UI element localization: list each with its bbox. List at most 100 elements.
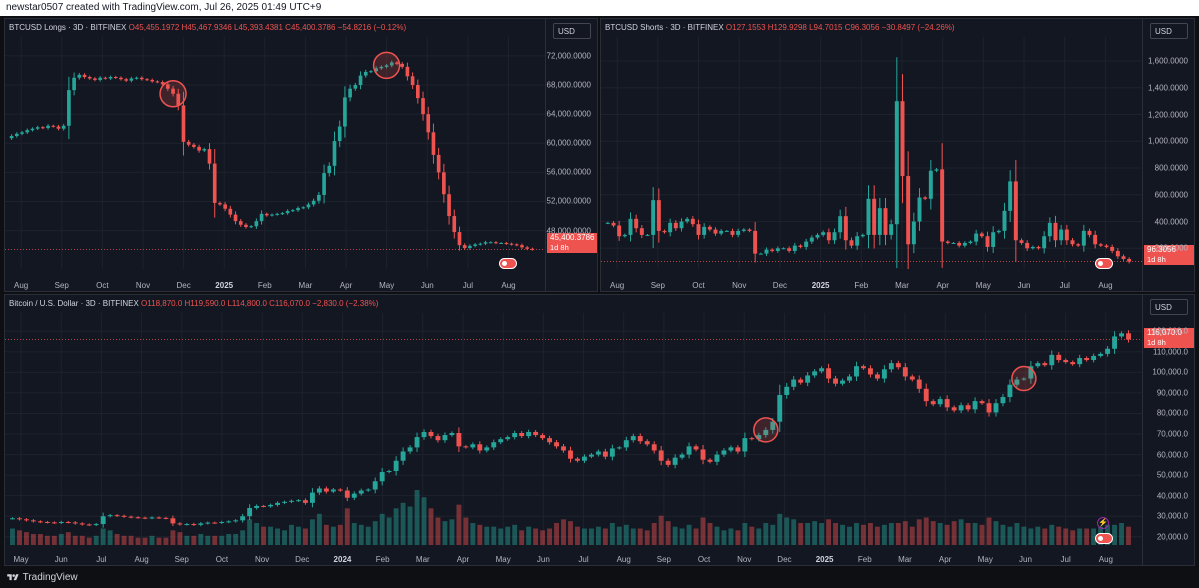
candle-body [72, 522, 78, 524]
candle-body [457, 232, 462, 246]
candle-body [944, 399, 950, 408]
volume-bar [665, 521, 671, 545]
candle-body [306, 204, 311, 208]
candle-body [991, 232, 996, 247]
volume-bar [554, 523, 559, 545]
candle-body [798, 379, 804, 383]
x-tick-label: Sep [656, 555, 672, 564]
x-tick-label: Dec [176, 281, 191, 290]
candle-body [1053, 222, 1058, 241]
y-tick-label: 64,000.0000 [546, 109, 592, 119]
tradingview-logo-icon [7, 574, 19, 580]
volume-bar [847, 526, 852, 545]
x-tick-label: Dec [772, 281, 788, 290]
volume-bar [672, 526, 678, 545]
shorts-chart-canvas[interactable] [601, 19, 1142, 293]
candle-body [452, 216, 457, 233]
candle-body [468, 245, 472, 249]
us-flag-icon[interactable] [1095, 533, 1113, 544]
longs-chart-pane[interactable]: BTCUSD Longs · 3D · BITFINEX O45,455.197… [4, 18, 598, 292]
candle-body [218, 202, 222, 205]
candle-body [658, 450, 664, 461]
candle-body [1110, 246, 1115, 251]
candle-body [259, 213, 264, 222]
candle-body [135, 517, 141, 519]
x-tick-label: Sep [650, 281, 665, 290]
y-tick-label: 120,000.0 [1152, 326, 1188, 336]
btc-chart-canvas[interactable] [5, 295, 1142, 567]
candle-body [928, 170, 933, 199]
longs-currency-button[interactable]: USD [553, 23, 591, 39]
y-tick-label: 60,000.0 [1156, 450, 1188, 460]
highlight-circle [159, 80, 187, 108]
btc-price-axis[interactable]: USD 116,070.0 1d 8h 120,000.0 110,000.0 10… [1142, 295, 1194, 565]
candle-body [1008, 181, 1013, 211]
x-tick-label: 2025 [215, 281, 234, 290]
candle-body [186, 141, 191, 145]
x-tick-label: Aug [1098, 281, 1113, 290]
volume-bar [728, 528, 734, 545]
us-flag-icon[interactable] [499, 258, 517, 269]
x-tick-label: Mar [415, 555, 430, 564]
volume-bar [547, 528, 553, 545]
credit-text: newstar0507 created with TradingView.com… [6, 2, 322, 13]
volume-bar [735, 530, 741, 545]
candle-body [30, 520, 36, 522]
candle-body [894, 101, 899, 225]
y-tick-label: 40,000.0 [1156, 491, 1188, 501]
shorts-currency-button[interactable]: USD [1150, 23, 1188, 39]
shorts-chart-pane[interactable]: BTCUSD Shorts · 3D · BITFINEX O127.1553 … [600, 18, 1195, 292]
bolt-event-icon[interactable]: ⚡ [1097, 517, 1109, 529]
shorts-ohlc: O127.1553 H129.9298 L94.7015 C96.3056 −3… [725, 23, 955, 32]
x-tick-label: Oct [96, 281, 109, 290]
highlight-circle [753, 417, 779, 443]
candle-body [906, 176, 911, 245]
candle-body [874, 374, 880, 379]
volume-bar [142, 537, 148, 545]
volume-bar [895, 523, 901, 545]
candle-body [996, 230, 1001, 233]
candle-body [316, 488, 322, 493]
candle-body [192, 144, 196, 147]
y-tick-label: 800.0000 [1154, 163, 1188, 173]
x-tick-label: May [495, 555, 511, 564]
candle-body [1112, 336, 1118, 349]
shorts-legend: BTCUSD Shorts · 3D · BITFINEX O127.1553 … [605, 23, 955, 32]
candle-body [61, 125, 66, 129]
btc-chart-pane[interactable]: Bitcoin / U.S. Dollar · 3D · BITFINEX O1… [4, 294, 1195, 566]
candle-body [826, 368, 832, 379]
shorts-price-axis[interactable]: USD 96.3056 1d 8h 1,600.0000 1,400.0000 1,… [1142, 19, 1194, 291]
candle-body [46, 125, 50, 128]
candle-body [191, 524, 197, 526]
btc-currency-button[interactable]: USD [1150, 299, 1188, 315]
candle-body [41, 127, 45, 129]
volume-bar [812, 521, 818, 545]
candle-body [254, 505, 260, 509]
candle-body [386, 471, 392, 473]
x-tick-label: Jul [578, 555, 589, 564]
candle-body [124, 79, 129, 81]
volume-bar [177, 532, 183, 545]
candle-body [379, 472, 385, 482]
candle-body [134, 77, 139, 79]
candle-body [498, 439, 504, 443]
candle-body [685, 218, 690, 222]
us-flag-icon[interactable] [1095, 258, 1113, 269]
candle-body [129, 78, 134, 81]
volume-bar [17, 530, 22, 545]
volume-bar [275, 528, 280, 545]
candle-body [14, 133, 19, 136]
candle-body [986, 403, 992, 413]
x-tick-label: Nov [737, 555, 752, 564]
candle-body [369, 71, 373, 73]
candle-body [547, 438, 553, 443]
candle-body [270, 214, 274, 216]
candle-body [812, 371, 818, 376]
shorts-symbol: BTCUSD Shorts · 3D · BITFINEX [605, 23, 724, 32]
candle-body [240, 516, 246, 521]
candle-body [128, 516, 134, 518]
longs-chart-canvas[interactable] [5, 19, 545, 293]
x-tick-label: Feb [257, 281, 272, 290]
candle-body [1105, 348, 1111, 354]
longs-price-axis[interactable]: USD 45,400.3786 1d 8h 72,000.0000 68,000.… [545, 19, 597, 291]
